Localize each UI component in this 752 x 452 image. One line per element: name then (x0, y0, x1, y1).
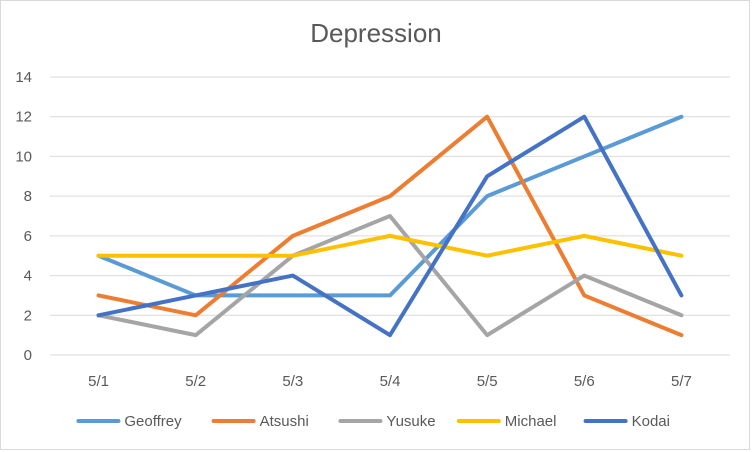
legend-item-geoffrey: Geoffrey (76, 413, 182, 430)
series-line-atsushi (96, 114, 684, 338)
y-tick-label: 14 (15, 69, 32, 86)
x-tick-label: 5/1 (88, 373, 109, 390)
legend-label: Michael (505, 413, 557, 430)
series-lines (96, 114, 684, 338)
series-line-yusuke (96, 214, 684, 338)
series-line-geoffrey (96, 114, 684, 298)
legend-item-yusuke: Yusuke (338, 413, 436, 430)
x-axis-ticks: 5/1 5/2 5/3 5/4 5/5 5/6 5/7 (88, 373, 692, 390)
x-tick-label: 5/5 (477, 373, 498, 390)
y-axis-ticks: 0 2 4 6 8 10 12 14 (15, 69, 32, 364)
legend: Geoffrey Atsushi Yusuke Michael Kodai (76, 413, 670, 430)
legend-item-kodai: Kodai (583, 413, 670, 430)
y-tick-label: 8 (24, 188, 32, 205)
legend-label: Kodai (632, 413, 670, 430)
legend-label: Geoffrey (124, 413, 182, 430)
legend-item-michael: Michael (456, 413, 557, 430)
legend-label: Yusuke (386, 413, 435, 430)
x-tick-label: 5/7 (671, 373, 692, 390)
legend-label: Atsushi (260, 413, 309, 430)
x-tick-label: 5/4 (380, 373, 401, 390)
chart-title: Depression (310, 18, 442, 48)
gridlines (50, 76, 730, 356)
x-tick-label: 5/6 (574, 373, 595, 390)
y-tick-label: 0 (24, 347, 32, 364)
x-tick-label: 5/2 (185, 373, 206, 390)
x-tick-label: 5/3 (282, 373, 303, 390)
y-tick-label: 6 (24, 228, 32, 245)
legend-item-atsushi: Atsushi (211, 413, 309, 430)
y-tick-label: 4 (24, 268, 32, 285)
y-tick-label: 10 (15, 148, 32, 165)
y-tick-label: 2 (24, 307, 32, 324)
series-line-kodai (96, 114, 684, 338)
y-tick-label: 12 (15, 109, 32, 126)
series-line-michael (96, 233, 684, 258)
